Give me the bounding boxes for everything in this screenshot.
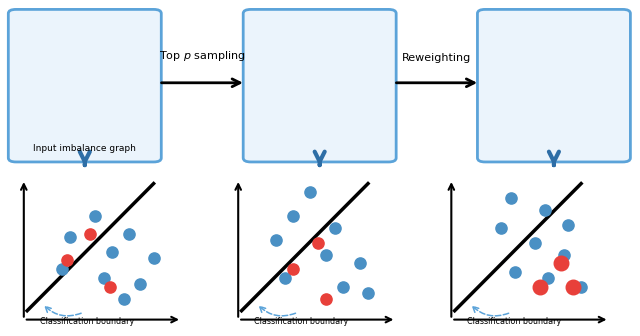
Point <box>576 284 586 290</box>
Point <box>321 296 332 302</box>
Point <box>509 269 520 275</box>
Point <box>313 240 323 245</box>
Text: Classification boundary: Classification boundary <box>467 317 562 326</box>
Point <box>563 222 573 228</box>
Point <box>338 284 348 290</box>
Point <box>280 276 290 281</box>
Point <box>559 252 570 257</box>
Point <box>288 213 298 219</box>
Text: Classification boundary: Classification boundary <box>40 317 134 326</box>
Point <box>529 240 540 245</box>
Point <box>107 249 117 254</box>
Point <box>288 267 298 272</box>
Point <box>271 237 282 243</box>
Point <box>57 267 67 272</box>
Point <box>556 261 566 266</box>
Point <box>148 255 159 260</box>
Point <box>65 234 76 240</box>
Point <box>330 225 340 230</box>
Point <box>305 190 315 195</box>
Point <box>568 284 578 290</box>
Text: Top $p$ sampling: Top $p$ sampling <box>159 49 246 62</box>
Point <box>105 284 115 290</box>
Point <box>496 225 506 230</box>
Point <box>321 252 332 257</box>
Point <box>135 282 145 287</box>
Point <box>543 276 553 281</box>
Point <box>99 276 109 281</box>
Point <box>355 261 365 266</box>
Text: Input imbalance graph: Input imbalance graph <box>33 144 136 153</box>
Text: Classification boundary: Classification boundary <box>254 317 349 326</box>
Text: Reweighting: Reweighting <box>402 53 472 62</box>
Point <box>118 296 129 302</box>
Point <box>90 213 100 219</box>
Point <box>124 231 134 237</box>
Point <box>62 258 72 263</box>
Point <box>363 290 373 296</box>
Point <box>534 284 545 290</box>
Point <box>506 196 516 201</box>
Point <box>85 231 95 237</box>
Point <box>540 208 550 213</box>
